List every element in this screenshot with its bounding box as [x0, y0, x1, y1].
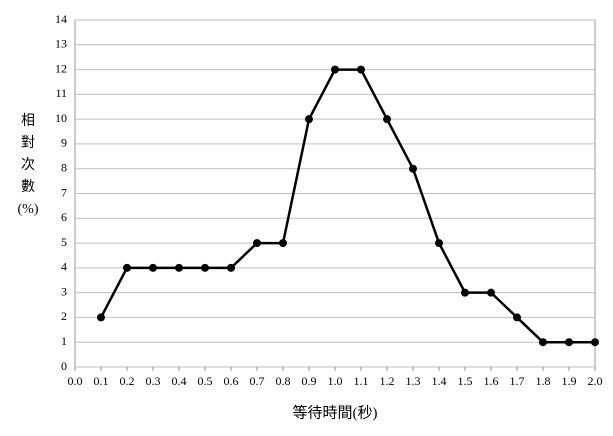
x-tick-label: 1.4	[432, 374, 447, 388]
data-point	[253, 239, 261, 248]
x-tick-label: 1.9	[562, 374, 577, 388]
x-tick-label: 1.1	[354, 374, 369, 388]
y-axis-label: 次	[21, 157, 35, 173]
y-tick-label: 10	[55, 111, 67, 125]
x-tick-label: 0.7	[250, 374, 265, 388]
data-point	[435, 239, 443, 248]
y-tick-label: 9	[61, 136, 67, 150]
y-tick-label: 14	[55, 12, 67, 26]
y-tick-label: 5	[61, 235, 67, 249]
y-tick-label: 4	[61, 260, 67, 274]
x-axis-label: 等待時間(秒)	[293, 403, 378, 421]
data-point	[357, 65, 365, 74]
data-point	[331, 65, 339, 74]
y-tick-label: 0	[61, 359, 67, 373]
data-point	[123, 263, 131, 272]
x-tick-label: 1.3	[406, 374, 421, 388]
data-point	[539, 338, 547, 347]
data-point	[149, 263, 157, 272]
y-tick-label: 7	[61, 185, 67, 199]
data-point	[175, 263, 183, 272]
x-tick-label: 0.6	[224, 374, 239, 388]
data-point	[513, 313, 521, 322]
x-tick-label: 0.2	[120, 374, 135, 388]
y-tick-label: 12	[55, 61, 67, 75]
data-point	[591, 338, 599, 347]
y-tick-label: 1	[61, 334, 67, 348]
data-point	[409, 164, 417, 173]
x-tick-label: 0.3	[146, 374, 161, 388]
data-point	[461, 288, 469, 297]
data-point	[279, 239, 287, 248]
x-tick-label: 2.0	[588, 374, 603, 388]
y-axis-label: 相	[21, 113, 35, 129]
x-tick-label: 0.9	[302, 374, 317, 388]
x-tick-label: 0.4	[172, 374, 187, 388]
x-tick-label: 1.8	[536, 374, 551, 388]
x-tick-label: 1.0	[328, 374, 343, 388]
x-tick-label: 1.6	[484, 374, 499, 388]
data-point	[487, 288, 495, 297]
x-tick-label: 0.5	[198, 374, 213, 388]
x-tick-label: 0.8	[276, 374, 291, 388]
y-axis-label: 數	[21, 179, 35, 195]
data-point	[97, 313, 105, 322]
y-tick-label: 8	[61, 160, 67, 174]
data-point	[305, 115, 313, 124]
x-tick-label: 1.5	[458, 374, 473, 388]
y-axis-label: (%)	[18, 202, 39, 217]
y-tick-label: 13	[55, 37, 67, 51]
y-tick-label: 11	[55, 86, 67, 100]
y-tick-label: 2	[61, 309, 67, 323]
y-tick-label: 3	[61, 284, 67, 298]
x-tick-label: 0.1	[94, 374, 109, 388]
x-tick-label: 1.7	[510, 374, 525, 388]
data-point	[565, 338, 573, 347]
y-tick-label: 6	[61, 210, 67, 224]
x-tick-label: 0.0	[68, 374, 83, 388]
data-line	[99, 68, 595, 344]
data-point	[201, 263, 209, 272]
x-tick-label: 1.2	[380, 374, 395, 388]
data-point	[383, 115, 391, 124]
data-point	[227, 263, 235, 272]
y-axis-label: 對	[21, 135, 35, 151]
